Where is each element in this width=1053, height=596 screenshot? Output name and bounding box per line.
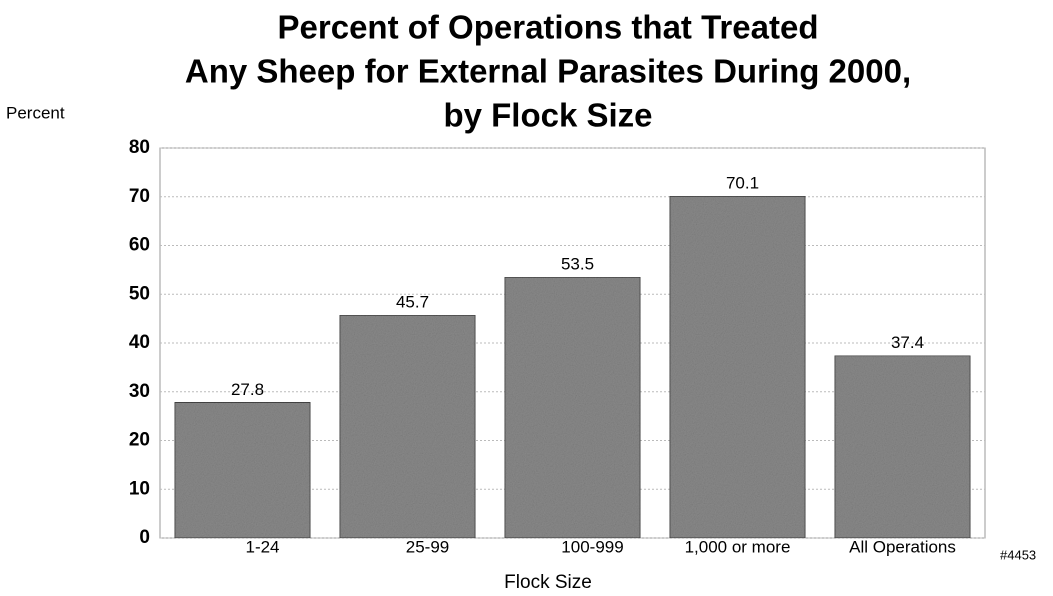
bar [339, 314, 476, 539]
value-label: 53.5 [561, 255, 594, 274]
chart-title: by Flock Size [443, 97, 652, 134]
x-tick-label: 1,000 or more [685, 537, 791, 556]
y-tick-label: 0 [139, 527, 150, 548]
y-tick-label: 80 [129, 137, 150, 158]
value-label: 45.7 [396, 293, 429, 312]
chart-title: Any Sheep for External Parasites During … [185, 53, 911, 90]
x-tick-label: 100-999 [561, 537, 623, 556]
y-tick-label: 70 [129, 186, 150, 207]
x-tick-label: All Operations [849, 537, 956, 556]
value-label: 37.4 [891, 333, 924, 352]
y-tick-label: 50 [129, 283, 150, 304]
y-tick-label: 20 [129, 430, 150, 451]
value-label: 27.8 [231, 380, 264, 399]
x-axis-label: Flock Size [504, 572, 592, 593]
bar [504, 276, 641, 539]
annotation: #4453 [1000, 547, 1036, 562]
y-axis-label: Percent [6, 103, 65, 122]
x-tick-label: 1-24 [245, 537, 279, 556]
bar [834, 355, 971, 539]
x-tick-label: 25-99 [406, 537, 449, 556]
y-tick-label: 10 [129, 478, 150, 499]
bar [669, 195, 806, 539]
y-tick-label: 60 [129, 235, 150, 256]
value-label: 70.1 [726, 174, 759, 193]
y-tick-label: 40 [129, 332, 150, 353]
y-tick-label: 30 [129, 381, 150, 402]
bar [174, 401, 311, 539]
chart-title: Percent of Operations that Treated [278, 9, 819, 46]
